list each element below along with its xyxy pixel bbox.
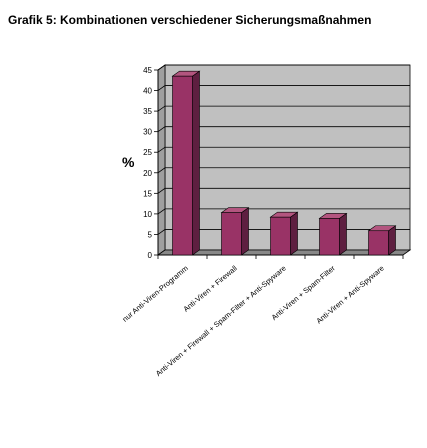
bar-front bbox=[319, 218, 340, 256]
y-tick-label: 5 bbox=[148, 230, 153, 239]
y-tick-label: 45 bbox=[143, 66, 152, 75]
bar bbox=[318, 212, 348, 256]
bar-front bbox=[368, 230, 389, 256]
bar bbox=[220, 207, 250, 256]
gridline bbox=[157, 85, 410, 91]
gridline bbox=[157, 64, 410, 71]
gridlines bbox=[154, 64, 410, 256]
y-tick-label: 35 bbox=[143, 107, 152, 116]
y-tick-label: 30 bbox=[143, 128, 152, 137]
bar-front bbox=[221, 212, 242, 256]
bar-side bbox=[290, 211, 298, 256]
bar-side bbox=[339, 212, 347, 256]
y-tick-labels: 0 5 10 15 20 25 30 35 40 45 bbox=[143, 66, 152, 260]
gridline bbox=[157, 105, 410, 112]
bar-front bbox=[270, 216, 291, 256]
y-tick-label: 0 bbox=[148, 251, 153, 260]
gridline bbox=[157, 167, 410, 174]
side-wall bbox=[157, 64, 166, 256]
y-tick-label: 25 bbox=[143, 148, 152, 157]
bar bbox=[171, 70, 201, 256]
y-tick-label: 40 bbox=[143, 87, 152, 96]
bar-front bbox=[172, 75, 193, 256]
bar-side bbox=[192, 70, 200, 256]
y-axis-label: % bbox=[122, 154, 135, 170]
gridline bbox=[157, 146, 410, 153]
bar bbox=[269, 211, 299, 256]
y-tick-label: 15 bbox=[143, 189, 152, 198]
x-category-label: nur Anti-Viren-Programm bbox=[121, 264, 190, 324]
chart-title: Grafik 5: Kombinationen verschiedener Si… bbox=[8, 13, 372, 27]
bar bbox=[367, 225, 397, 256]
bar-side bbox=[241, 207, 249, 256]
gridline bbox=[157, 126, 410, 132]
gridline bbox=[157, 208, 410, 215]
gridline bbox=[157, 187, 410, 194]
y-tick-label: 20 bbox=[143, 169, 152, 178]
bars bbox=[171, 70, 397, 256]
y-tick-label: 10 bbox=[143, 210, 152, 219]
